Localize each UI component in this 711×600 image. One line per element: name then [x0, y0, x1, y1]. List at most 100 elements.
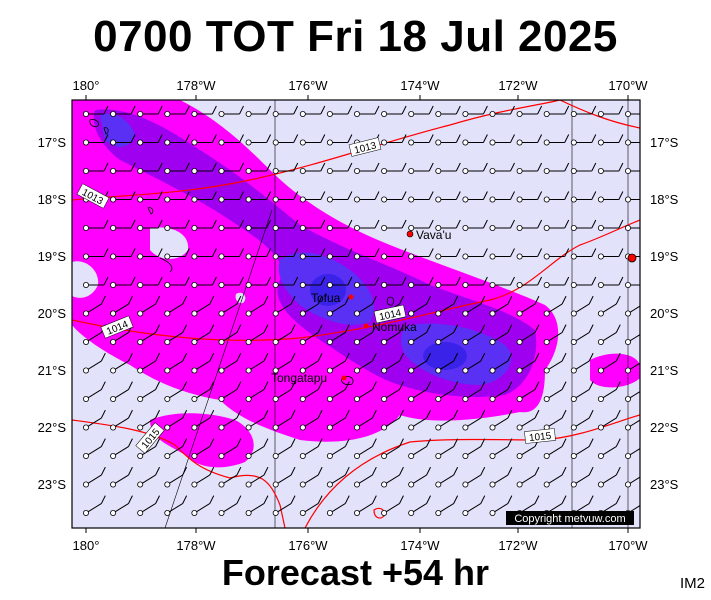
wind-barb	[218, 276, 244, 288]
wind-barb	[625, 139, 640, 146]
wind-barb	[83, 466, 106, 488]
wind-barb	[326, 324, 350, 345]
wind-barb	[191, 381, 215, 402]
wind-barb	[299, 191, 326, 203]
wind-barb	[326, 219, 353, 231]
wind-barb	[489, 105, 515, 118]
wind-barb	[381, 219, 407, 231]
wind-barb	[543, 105, 570, 118]
place-marker	[348, 294, 354, 300]
wind-barb	[597, 248, 624, 260]
wind-barb	[516, 276, 543, 288]
place-label: Tofua	[311, 291, 341, 305]
wind-barb	[353, 438, 377, 459]
place-nomuka: Nomuka	[363, 320, 417, 334]
rain-area-heavy	[100, 113, 135, 147]
wind-barb	[462, 276, 488, 288]
place-label: Nomuka	[372, 320, 417, 334]
wind-barb	[408, 381, 431, 402]
wind-barb	[353, 105, 380, 118]
wind-barb	[435, 276, 461, 288]
wind-barb	[164, 438, 188, 459]
wind-barb	[435, 438, 459, 459]
wind-barb	[408, 466, 431, 488]
wind-barb	[408, 219, 434, 231]
wind-barb	[570, 105, 597, 118]
wind-barb	[597, 219, 624, 231]
isobar-closed	[373, 507, 385, 519]
wind-barb	[110, 219, 136, 231]
wind-barb	[435, 495, 459, 516]
rain-area-light-north	[72, 180, 248, 235]
wind-barb	[218, 191, 244, 203]
lat-label-left: 18°S	[38, 192, 67, 207]
wind-barb	[137, 495, 160, 516]
rain-area-light-south	[150, 413, 254, 468]
wind-barb	[137, 191, 163, 203]
wind-barb	[299, 162, 326, 174]
wind-barb	[381, 409, 404, 431]
wind-barb	[543, 191, 570, 203]
wind-barb	[245, 191, 272, 203]
wind-barb	[299, 324, 323, 345]
islands	[89, 119, 395, 386]
wind-barb	[543, 381, 567, 402]
wind-barb	[625, 448, 640, 459]
wind-barb	[597, 466, 621, 488]
wind-barb	[462, 248, 488, 260]
wind-barb	[326, 438, 350, 459]
wind-barb	[218, 162, 244, 174]
wind-barb	[597, 134, 624, 146]
wind-barb	[462, 324, 486, 345]
wind-barb	[435, 466, 459, 488]
wind-barb	[83, 352, 106, 374]
wind-barb	[218, 134, 244, 146]
wind-barb	[326, 191, 353, 203]
wind-barb	[408, 191, 434, 203]
svg-text:1015: 1015	[529, 431, 553, 444]
wind-barb	[164, 276, 190, 288]
wind-barb	[83, 105, 109, 118]
wind-barb	[245, 466, 269, 488]
wind-barb	[625, 196, 640, 203]
wind-barb	[164, 162, 190, 174]
wind-barb	[408, 162, 434, 174]
wind-barb	[597, 381, 621, 402]
wind-barb	[83, 248, 109, 260]
wind-barb	[435, 381, 459, 402]
wind-barb	[137, 324, 160, 345]
isobar-label: 1013	[348, 137, 382, 157]
wind-barb	[272, 134, 299, 146]
wind-barb	[625, 167, 640, 174]
rain-core	[423, 342, 467, 370]
wind-barb	[381, 276, 407, 288]
wind-barb	[326, 409, 350, 431]
wind-barb	[381, 438, 404, 459]
isobar-1015	[72, 419, 286, 528]
wind-barb	[489, 381, 513, 402]
lat-label-left: 22°S	[38, 420, 67, 435]
wind-barb	[570, 191, 597, 203]
wind-barb	[570, 219, 597, 231]
isobar-1013	[72, 100, 561, 201]
wind-barb	[408, 438, 431, 459]
wind-barb	[408, 295, 431, 317]
lon-label-bottom: 172°W	[498, 538, 538, 553]
wind-barb	[245, 105, 272, 118]
wind-barb	[110, 466, 133, 488]
wind-barb	[543, 466, 567, 488]
wind-barb	[218, 248, 244, 260]
dry-gap	[72, 261, 99, 298]
wind-barb	[381, 105, 407, 118]
wind-barb	[299, 409, 323, 431]
wind-barb	[191, 162, 217, 174]
wind-barb	[516, 466, 540, 488]
place-marker	[406, 230, 414, 238]
wind-barb	[83, 134, 109, 146]
wind-barb	[489, 352, 513, 374]
wind-barb	[83, 219, 109, 231]
wind-barb	[272, 191, 299, 203]
lon-label-bottom: 178°W	[176, 538, 216, 553]
wind-barb	[597, 438, 621, 459]
